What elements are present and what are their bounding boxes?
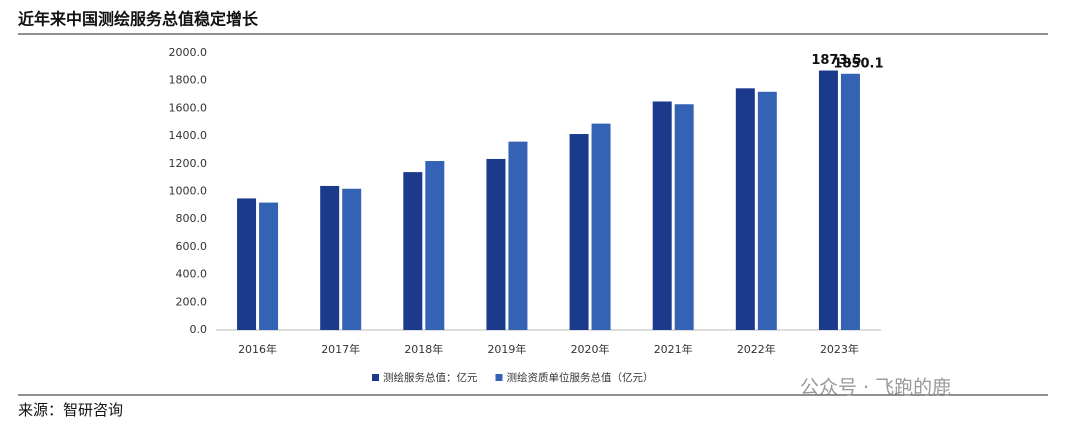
y-tick-label: 1400.0 bbox=[169, 129, 208, 142]
y-tick-label: 1600.0 bbox=[169, 101, 208, 114]
y-tick-label: 1000.0 bbox=[169, 185, 208, 198]
y-tick-label: 0.0 bbox=[190, 323, 208, 336]
bar bbox=[508, 141, 528, 330]
x-tick-label: 2021年 bbox=[654, 342, 693, 356]
value-label: 1850.1 bbox=[833, 56, 883, 71]
x-tick-label: 2022年 bbox=[737, 342, 776, 356]
legend-swatch bbox=[495, 374, 503, 381]
legend-label: 测绘资质单位服务总值（亿元） bbox=[507, 371, 654, 384]
bar bbox=[569, 134, 589, 330]
bar bbox=[652, 101, 672, 330]
bar bbox=[320, 185, 340, 330]
x-tick-label: 2020年 bbox=[571, 342, 610, 356]
bar bbox=[342, 188, 362, 330]
value-label: 1873.5 bbox=[811, 53, 861, 68]
bar bbox=[818, 70, 838, 330]
bar bbox=[840, 73, 860, 331]
y-tick-label: 800.0 bbox=[176, 212, 208, 225]
y-tick-label: 400.0 bbox=[176, 268, 208, 281]
bar bbox=[757, 91, 777, 330]
y-tick-label: 200.0 bbox=[176, 295, 208, 308]
bar bbox=[591, 123, 611, 330]
watermark: 公众号 · 飞跑的鹿 bbox=[800, 377, 951, 399]
page-title: 近年来中国测绘服务总值稳定增长 bbox=[18, 10, 259, 29]
bar bbox=[259, 202, 279, 330]
y-tick-label: 1800.0 bbox=[169, 74, 208, 87]
bar bbox=[735, 88, 755, 330]
y-tick-label: 600.0 bbox=[176, 240, 208, 253]
x-tick-label: 2019年 bbox=[487, 342, 526, 356]
bar bbox=[674, 104, 694, 331]
source: 来源：智研咨询 bbox=[18, 401, 123, 419]
x-tick-label: 2018年 bbox=[404, 342, 443, 356]
x-tick-label: 2016年 bbox=[238, 342, 277, 356]
legend-label: 测绘服务总值：亿元 bbox=[383, 371, 478, 384]
x-tick-label: 2017年 bbox=[321, 342, 360, 356]
y-tick-label: 2000.0 bbox=[169, 46, 208, 59]
y-tick-label: 1200.0 bbox=[169, 157, 208, 170]
x-tick-label: 2023年 bbox=[820, 342, 859, 356]
bar bbox=[425, 161, 445, 330]
legend-swatch bbox=[372, 374, 379, 381]
bar bbox=[486, 158, 506, 330]
bar bbox=[237, 198, 257, 330]
bar bbox=[403, 172, 423, 330]
